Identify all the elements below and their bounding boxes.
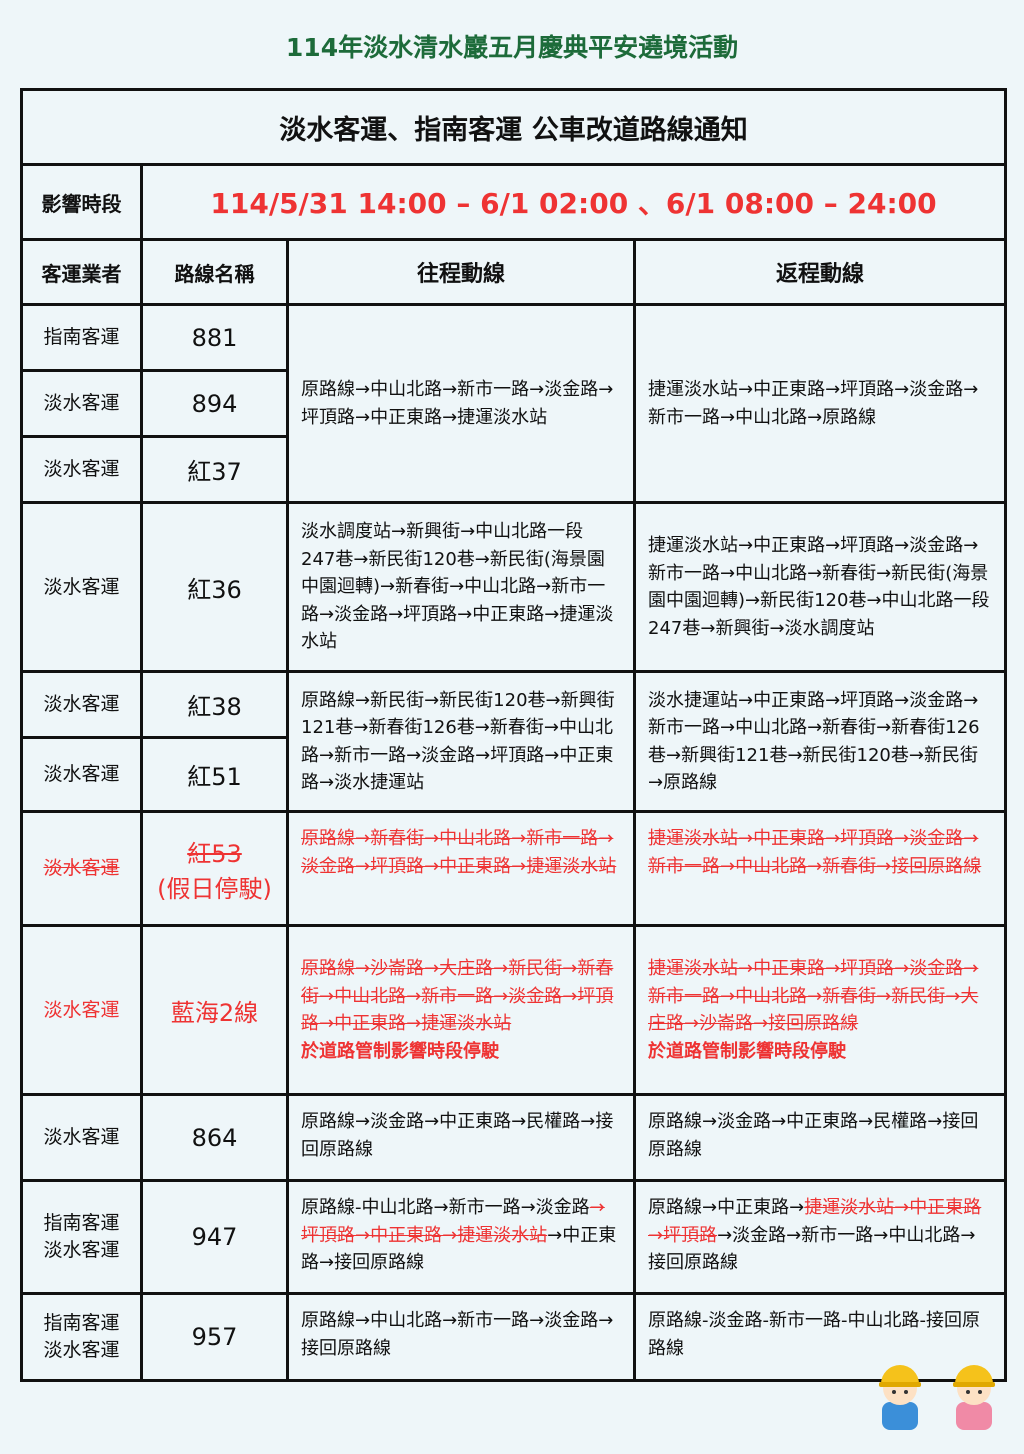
- operator: 淡水客運: [43, 1239, 120, 1261]
- operator: 指南客運: [43, 1212, 120, 1234]
- return-path: 捷運淡水站→中正東路→坪頂路→淡金路→新市一路→中山北路→新春街→新民街→大庄路…: [632, 924, 1008, 1096]
- route-name-cell: 紅53 (假日停駛): [140, 810, 289, 927]
- operator: 淡水客運: [43, 1339, 120, 1361]
- table-row: 指南客運 淡水客運 957 原路線→中山北路→新市一路→淡金路→接回原路線 原路…: [20, 1292, 1008, 1382]
- return-path: 捷運淡水站→中正東路→坪頂路→淡金路→新市一路→中山北路→新春街→新民街(海景園…: [632, 501, 1008, 673]
- outbound-path: 淡水調度站→新興街→中山北路一段 247巷→新民街120巷→新民街(海景園中園迴…: [286, 501, 636, 673]
- table-row: 淡水客運 894: [20, 369, 1006, 438]
- suspension-note: 於道路管制影響時段停駛: [648, 1040, 846, 1062]
- return-path: 捷運淡水站→中正東路→坪頂路→淡金路→新市一路→中山北路→新春街→接回原路線: [632, 810, 1008, 927]
- route-name: 894: [140, 369, 289, 438]
- boy-icon: [879, 1365, 921, 1430]
- operator: 淡水客運: [20, 670, 143, 739]
- path-segment: 原路線→淡金路→中正東路→民權路→接回原路線: [648, 1111, 979, 1160]
- cancelled-path-segment: 原路線→沙崙路→大庄路→新民街→新春街→中山北路→新市一路→淡金路→坪頂路→中正…: [301, 958, 614, 1034]
- period-value: 114/5/31 14:00 – 6/1 02:00 、6/1 08:00 – …: [139, 163, 1008, 241]
- path-segment: 原路線→新民街→新民街120巷→新興街121巷→新春街126巷→新春街→中山北路…: [301, 689, 615, 794]
- outbound-path: 原路線→淡金路→中正東路→民權路→接回原路線: [286, 1093, 636, 1182]
- operator-cell: 指南客運 淡水客運: [20, 1179, 143, 1295]
- operator: 淡水客運: [20, 810, 143, 927]
- return-path: 原路線→中正東路→捷運淡水站→中正東路→坪頂路→淡金路→新市一路→中山北路→接回…: [632, 1179, 1008, 1295]
- path-segment: 原路線→淡金路→中正東路→民權路→接回原路線: [301, 1111, 614, 1160]
- header-route: 路線名稱: [140, 238, 289, 306]
- operator-cell: 指南客運 淡水客運: [20, 1292, 143, 1382]
- cancelled-path-segment: 捷運淡水站→中正東路→坪頂路→淡金路→新市一路→中山北路→新春街→接回原路線: [648, 828, 982, 877]
- route-name: 紅36: [140, 501, 289, 673]
- route-name: 紅37: [140, 435, 289, 504]
- route-name: 864: [140, 1093, 289, 1182]
- table-row: 淡水客運 紅51: [20, 736, 1006, 813]
- route-note: (假日停駛): [157, 874, 272, 903]
- cancelled-path-segment: →坪頂路→中正東路→捷運淡水站: [301, 1197, 605, 1246]
- path-segment: →中正東路→接回原路線: [301, 1224, 617, 1274]
- detour-table: 淡水客運、指南客運 公車改道路線通知 影響時段 114/5/31 14:00 –…: [19, 88, 1008, 1382]
- return-path: 捷運淡水站→中正東路→坪頂路→淡金路→新市一路→中山北路→原路線: [632, 303, 1008, 504]
- operator: 指南客運: [20, 303, 143, 372]
- outbound-path: 原路線→新民街→新民街120巷→新興街121巷→新春街126巷→新春街→中山北路…: [286, 670, 636, 813]
- header-return: 返程動線: [632, 238, 1008, 306]
- page-title: 114年淡水清水巖五月慶典平安遶境活動: [285, 33, 739, 62]
- cancelled-path-segment: 捷運淡水站→中正東路→坪頂路: [648, 1197, 982, 1246]
- cancelled-path-segment: 捷運淡水站→中正東路→坪頂路→淡金路→新市一路→中山北路→新春街→新民街→大庄路…: [648, 958, 979, 1034]
- table-row: 淡水客運 紅38 原路線→新民街→新民街120巷→新興街121巷→新春街126巷…: [20, 670, 1008, 813]
- operator: 淡水客運: [20, 435, 143, 504]
- table-row: 指南客運 淡水客運 947 原路線-中山北路→新市一路→淡金路→坪頂路→中正東路…: [20, 1179, 1008, 1295]
- route-name: 紅51: [140, 736, 289, 813]
- table-row: 淡水客運 紅36 淡水調度站→新興街→中山北路一段 247巷→新民街120巷→新…: [20, 501, 1008, 673]
- header-operator: 客運業者: [20, 238, 143, 306]
- header-outbound: 往程動線: [286, 238, 636, 306]
- route-name: 紅53: [187, 839, 242, 868]
- path-segment: 原路線-淡金路-新市一路-中山北路-接回原路線: [648, 1310, 980, 1359]
- notice-title: 淡水客運、指南客運 公車改道路線通知: [19, 88, 1008, 166]
- table-row: 指南客運 881 原路線→中山北路→新市一路→淡金路→坪頂路→中正東路→捷運淡水…: [20, 303, 1008, 504]
- operator: 指南客運: [43, 1312, 120, 1334]
- path-segment: 淡水調度站→新興街→中山北路一段 247巷→新民街120巷→新民街(海景園中園迴…: [301, 521, 614, 653]
- children-with-helmets-illustration: [879, 1365, 995, 1430]
- route-name: 紅38: [140, 670, 289, 739]
- path-segment: 捷運淡水站→中正東路→坪頂路→淡金路→新市一路→中山北路→新春街→新民街(海景園…: [648, 535, 990, 639]
- table-row: 淡水客運 紅37: [20, 435, 1006, 504]
- path-segment: →淡金路→新市一路→中山北路→接回原路線: [648, 1224, 976, 1274]
- table-row: 淡水客運 藍海2線 原路線→沙崙路→大庄路→新民街→新春街→中山北路→新市一路→…: [20, 924, 1008, 1096]
- return-path: 淡水捷運站→中正東路→坪頂路→淡金路→新市一路→中山北路→新春街→新春街126巷…: [632, 670, 1008, 813]
- operator: 淡水客運: [20, 924, 143, 1096]
- outbound-path: 原路線→沙崙路→大庄路→新民街→新春街→中山北路→新市一路→淡金路→坪頂路→中正…: [286, 924, 636, 1096]
- path-segment: 原路線→中正東路→: [648, 1197, 805, 1218]
- girl-icon: [953, 1365, 995, 1430]
- operator: 淡水客運: [20, 369, 143, 438]
- path-segment: 淡水捷運站→中正東路→坪頂路→淡金路→新市一路→中山北路→新春街→新春街126巷…: [648, 689, 980, 794]
- cancelled-path-segment: 原路線→新春街→中山北路→新市一路→淡金路→坪頂路→中正東路→捷運淡水站: [301, 828, 617, 877]
- route-name: 藍海2線: [140, 924, 289, 1096]
- operator: 淡水客運: [20, 1093, 143, 1182]
- outbound-path: 原路線→新春街→中山北路→新市一路→淡金路→坪頂路→中正東路→捷運淡水站: [286, 810, 636, 927]
- path-segment: 原路線→中山北路→新市一路→淡金路→接回原路線: [301, 1310, 614, 1359]
- outbound-path: 原路線→中山北路→新市一路→淡金路→坪頂路→中正東路→捷運淡水站: [286, 303, 636, 504]
- outbound-path: 原路線→中山北路→新市一路→淡金路→接回原路線: [286, 1292, 636, 1382]
- return-path: 原路線→淡金路→中正東路→民權路→接回原路線: [632, 1093, 1008, 1182]
- outbound-path: 原路線-中山北路→新市一路→淡金路→坪頂路→中正東路→捷運淡水站→中正東路→接回…: [286, 1179, 636, 1295]
- path-segment: 原路線-中山北路→新市一路→淡金路: [301, 1197, 590, 1218]
- route-name: 881: [140, 303, 289, 372]
- suspension-note: 於道路管制影響時段停駛: [301, 1040, 499, 1062]
- route-name: 957: [140, 1292, 289, 1382]
- operator: 淡水客運: [20, 736, 143, 813]
- operator: 淡水客運: [20, 501, 143, 673]
- path-segment: 捷運淡水站→中正東路→坪頂路→淡金路→新市一路→中山北路→原路線: [648, 379, 979, 428]
- table-row: 淡水客運 864 原路線→淡金路→中正東路→民權路→接回原路線 原路線→淡金路→…: [20, 1093, 1008, 1182]
- route-name: 947: [140, 1179, 289, 1295]
- table-row: 淡水客運 紅53 (假日停駛) 原路線→新春街→中山北路→新市一路→淡金路→坪頂…: [20, 810, 1008, 927]
- path-segment: 原路線→中山北路→新市一路→淡金路→坪頂路→中正東路→捷運淡水站: [301, 379, 614, 428]
- period-label: 影響時段: [20, 163, 143, 241]
- return-path: 原路線-淡金路-新市一路-中山北路-接回原路線: [632, 1292, 1008, 1382]
